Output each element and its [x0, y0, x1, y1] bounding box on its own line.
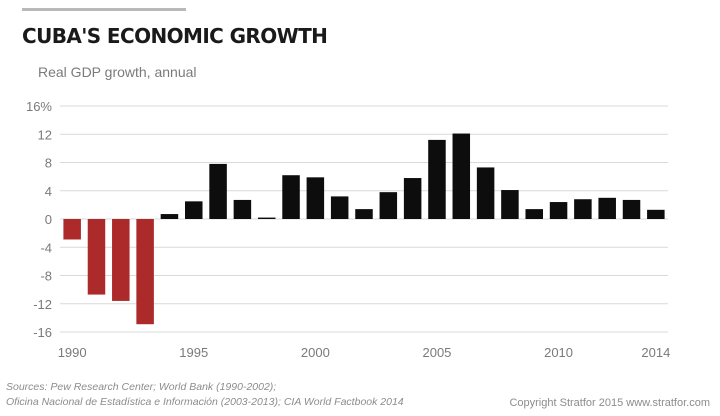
bar-2008 [501, 190, 519, 219]
chart-subtitle: Real GDP growth, annual [38, 64, 197, 80]
copyright-text: Copyright Stratfor 2015 www.stratfor.com [509, 397, 710, 409]
bar-2010 [549, 202, 568, 219]
bar-2004 [403, 178, 422, 219]
y-axis-labels: 16% 12 8 4 0 -4 -8 -12 -16 [26, 99, 52, 340]
y-tick-label: 4 [45, 184, 52, 199]
bars [63, 133, 665, 325]
bar-2002 [355, 209, 373, 219]
x-tick-label: 2014 [641, 345, 670, 360]
bar-1997 [233, 199, 252, 219]
y-tick-label: -8 [40, 269, 52, 284]
y-tick-label: -4 [40, 240, 52, 255]
y-tick-label: -16 [33, 325, 52, 340]
x-tick-label: 2000 [301, 345, 330, 360]
sources-line-1: Sources: Pew Research Center; World Bank… [6, 381, 277, 393]
bar-2000 [306, 177, 325, 219]
y-tick-label: 16% [26, 99, 52, 114]
bar-2014 [647, 209, 665, 219]
chart-title: CUBA'S ECONOMIC GROWTH [22, 24, 328, 48]
bar-2011 [574, 199, 592, 219]
bar-2001 [330, 196, 349, 219]
x-tick-label: 2010 [544, 345, 573, 360]
bar-2005 [428, 139, 446, 219]
bar-1994 [160, 214, 179, 219]
x-tick-label: 2005 [422, 345, 451, 360]
top-rule [22, 8, 186, 11]
bar-2012 [598, 197, 616, 219]
bar-2009 [525, 209, 543, 219]
bar-1996 [209, 163, 227, 219]
bar-1992 [112, 219, 130, 301]
bar-2006 [452, 133, 471, 219]
y-tick-label: 8 [45, 156, 52, 171]
x-tick-label: 1990 [58, 345, 87, 360]
bar-2013 [622, 199, 641, 219]
sources-line-2: Oficina Nacional de Estadística e Inform… [6, 396, 404, 408]
bar-1999 [282, 175, 300, 219]
y-tick-label: 12 [38, 127, 52, 142]
bar-1990 [63, 219, 81, 240]
bar-1991 [87, 219, 106, 295]
y-tick-label: 0 [45, 212, 52, 227]
bar-2003 [379, 192, 398, 219]
x-tick-label: 1995 [179, 345, 208, 360]
sources-note: Sources: Pew Research Center; World Bank… [6, 380, 404, 410]
bar-1993 [136, 219, 154, 325]
x-axis-labels: 1990 1995 2000 2005 2010 2014 [58, 345, 671, 360]
bar-1995 [185, 201, 203, 219]
bar-2007 [476, 167, 495, 219]
y-tick-label: -12 [33, 297, 52, 312]
bar-1998 [257, 217, 276, 219]
